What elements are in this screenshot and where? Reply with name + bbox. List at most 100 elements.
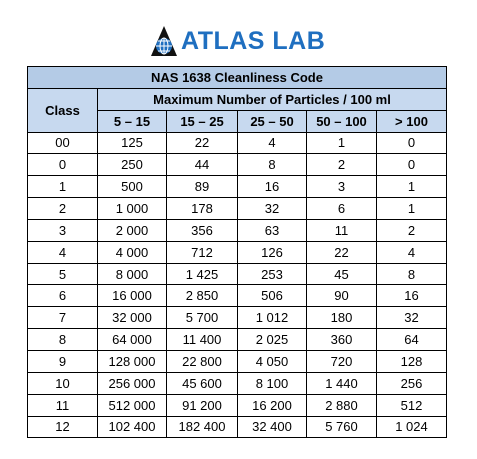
class-cell: 2 (27, 197, 98, 220)
count-cell: 91 200 (166, 393, 238, 417)
count-cell: 125 (97, 131, 167, 155)
count-cell: 22 (166, 131, 238, 155)
column-header: 50 – 100 (306, 109, 377, 133)
count-cell: 16 000 (97, 284, 167, 308)
count-cell: 64 000 (97, 328, 167, 351)
count-cell: 90 (306, 284, 377, 308)
count-cell: 16 200 (237, 393, 307, 417)
count-cell: 6 (306, 197, 377, 220)
count-cell: 253 (237, 262, 307, 286)
table-row: 0 250 44 8 2 0 (27, 153, 447, 177)
count-cell: 4 (237, 131, 307, 155)
count-cell: 512 (376, 393, 447, 417)
count-cell: 16 (237, 175, 307, 199)
class-cell: 9 (27, 349, 98, 373)
count-cell: 1 000 (97, 197, 167, 220)
count-cell: 22 (306, 240, 377, 264)
table-row: 1 500 89 16 3 1 (27, 175, 447, 199)
count-cell: 1 (376, 197, 447, 220)
title-row: NAS 1638 Cleanliness Code (27, 66, 447, 89)
count-cell: 506 (237, 284, 307, 308)
table-head: NAS 1638 Cleanliness Code Class Maximum … (27, 66, 447, 133)
count-cell: 8 100 (237, 371, 307, 395)
table-title: NAS 1638 Cleanliness Code (27, 66, 447, 89)
class-cell: 7 (27, 306, 98, 330)
count-cell: 11 400 (166, 328, 238, 351)
count-cell: 4 050 (237, 349, 307, 373)
group-row: Class Maximum Number of Particles / 100 … (27, 87, 447, 133)
class-cell: 5 (27, 262, 98, 286)
table-row: 00 125 22 4 1 0 (27, 131, 447, 155)
row-header: Class (27, 87, 98, 133)
count-cell: 32 000 (97, 306, 167, 330)
count-cell: 5 760 (306, 415, 377, 439)
count-cell: 1 425 (166, 262, 238, 286)
count-cell: 32 400 (237, 415, 307, 439)
count-cell: 256 (376, 371, 447, 395)
table-row: 8 64 000 11 400 2 025 360 64 (27, 328, 447, 351)
column-row: 5 – 15 15 – 25 25 – 50 50 – 100 > 100 (28, 109, 447, 133)
count-cell: 32 (376, 306, 447, 330)
count-cell: 126 (237, 240, 307, 264)
count-cell: 1 012 (237, 306, 307, 330)
class-cell: 1 (27, 175, 98, 199)
logo-icon (151, 26, 177, 56)
count-cell: 0 (376, 131, 447, 155)
count-cell: 720 (306, 349, 377, 373)
column-header: 5 – 15 (97, 109, 167, 133)
count-cell: 1 440 (306, 371, 377, 395)
count-cell: 44 (166, 153, 238, 177)
count-cell: 250 (97, 153, 167, 177)
table-row: 11 512 000 91 200 16 200 2 880 512 (27, 393, 447, 417)
count-cell: 1 (306, 131, 377, 155)
table-row: 10 256 000 45 600 8 100 1 440 256 (27, 371, 447, 395)
count-cell: 11 (306, 218, 377, 242)
count-cell: 500 (97, 175, 167, 199)
count-cell: 2 (376, 218, 447, 242)
count-cell: 1 024 (376, 415, 447, 439)
count-cell: 2 000 (97, 218, 167, 242)
count-cell: 45 (306, 262, 377, 286)
count-cell: 45 600 (166, 371, 238, 395)
count-cell: 22 800 (166, 349, 238, 373)
count-cell: 102 400 (97, 415, 167, 439)
count-cell: 128 000 (97, 349, 167, 373)
column-header: > 100 (376, 109, 447, 133)
count-cell: 63 (237, 218, 307, 242)
group-header: Maximum Number of Particles / 100 ml (97, 87, 447, 111)
count-cell: 5 700 (166, 306, 238, 330)
class-cell: 8 (27, 328, 98, 351)
class-cell: 10 (27, 371, 98, 395)
table-row: 9 128 000 22 800 4 050 720 128 (27, 349, 447, 373)
table-row: 6 16 000 2 850 506 90 16 (27, 284, 447, 308)
count-cell: 182 400 (166, 415, 238, 439)
column-header: 15 – 25 (166, 109, 238, 133)
count-cell: 360 (306, 328, 377, 351)
count-cell: 180 (306, 306, 377, 330)
table-body: 00 125 22 4 1 0 0 250 44 8 2 0 1 500 89 16 3 1 2 1 000 178 32… (27, 131, 447, 439)
count-cell: 2 850 (166, 284, 238, 308)
count-cell: 712 (166, 240, 238, 264)
class-cell: 12 (27, 415, 98, 439)
count-cell: 8 (376, 262, 447, 286)
count-cell: 256 000 (97, 371, 167, 395)
count-cell: 4 000 (97, 240, 167, 264)
count-cell: 2 025 (237, 328, 307, 351)
count-cell: 356 (166, 218, 238, 242)
count-cell: 178 (166, 197, 238, 220)
count-cell: 8 (237, 153, 307, 177)
class-cell: 6 (27, 284, 98, 308)
count-cell: 8 000 (97, 262, 167, 286)
count-cell: 512 000 (97, 393, 167, 417)
count-cell: 64 (376, 328, 447, 351)
class-cell: 11 (27, 393, 98, 417)
count-cell: 16 (376, 284, 447, 308)
count-cell: 1 (376, 175, 447, 199)
count-cell: 4 (376, 240, 447, 264)
count-cell: 89 (166, 175, 238, 199)
count-cell: 3 (306, 175, 377, 199)
